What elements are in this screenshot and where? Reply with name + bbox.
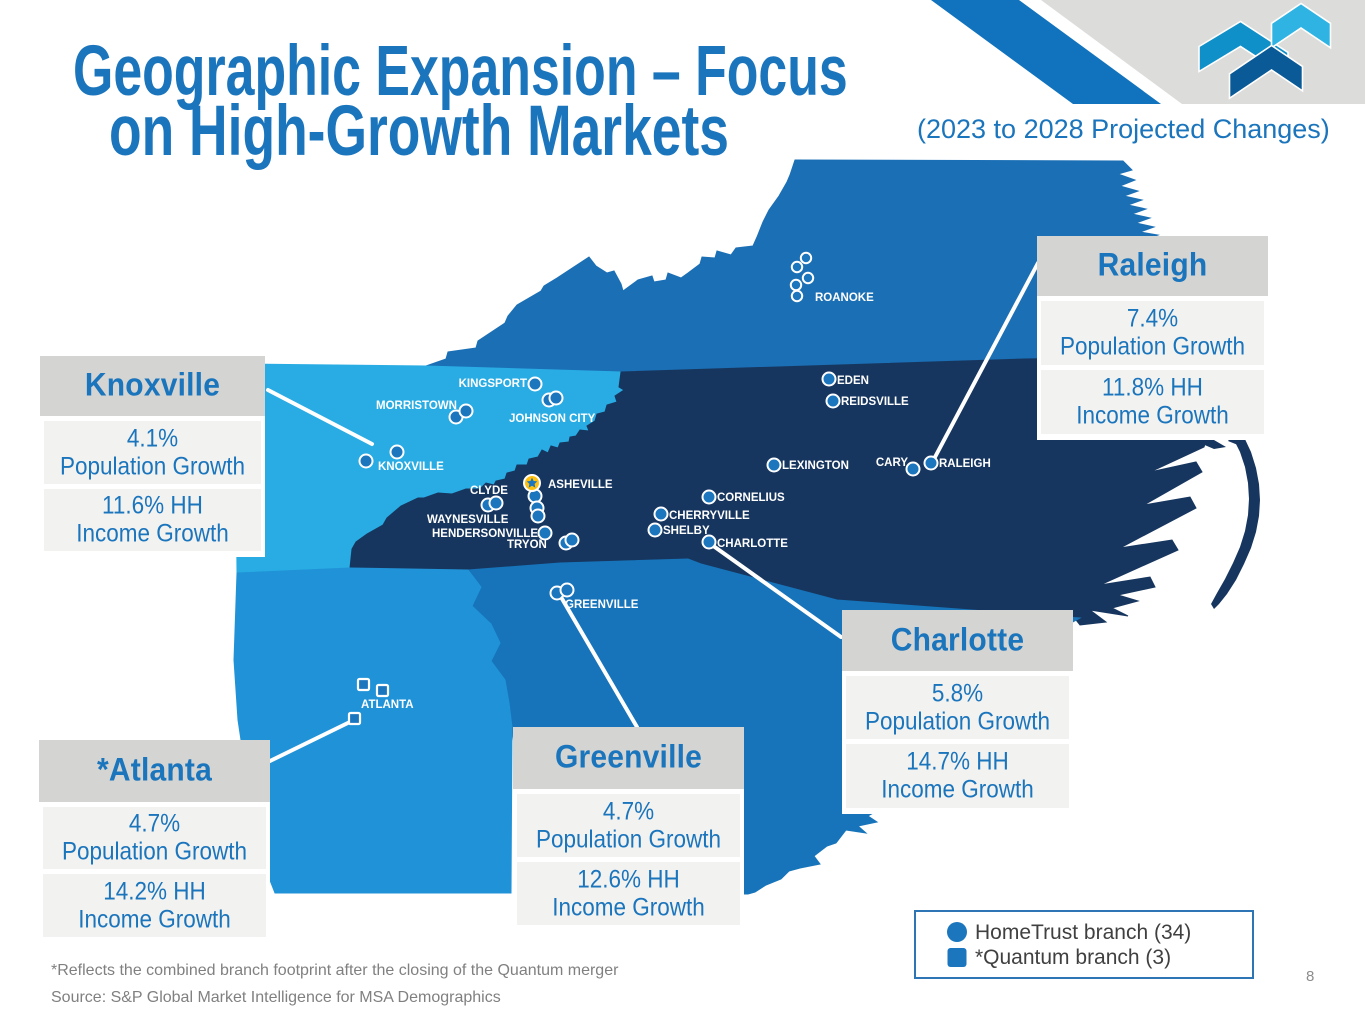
svg-text:CHARLOTTE: CHARLOTTE <box>717 538 788 550</box>
svg-text:RALEIGH: RALEIGH <box>939 458 991 470</box>
svg-text:CARY: CARY <box>876 457 908 469</box>
svg-text:CLYDE: CLYDE <box>470 485 508 497</box>
svg-text:EDEN: EDEN <box>837 375 869 387</box>
svg-text:CHERRYVILLE: CHERRYVILLE <box>669 510 750 522</box>
svg-text:TRYON: TRYON <box>507 539 547 551</box>
svg-text:JOHNSON CITY: JOHNSON CITY <box>509 413 596 425</box>
svg-text:CORNELIUS: CORNELIUS <box>717 492 785 504</box>
svg-text:LEXINGTON: LEXINGTON <box>782 460 849 472</box>
svg-text:SHELBY: SHELBY <box>663 525 710 537</box>
svg-text:GREENVILLE: GREENVILLE <box>565 599 639 611</box>
svg-text:REIDSVILLE: REIDSVILLE <box>841 396 909 408</box>
svg-text:ATLANTA: ATLANTA <box>361 699 414 711</box>
svg-text:WAYNESVILLE: WAYNESVILLE <box>427 514 509 526</box>
svg-text:KNOXVILLE: KNOXVILLE <box>378 461 444 473</box>
svg-text:MORRISTOWN: MORRISTOWN <box>376 400 457 412</box>
svg-text:HENDERSONVILLE: HENDERSONVILLE <box>432 528 538 540</box>
svg-text:ASHEVILLE: ASHEVILLE <box>548 479 613 491</box>
svg-text:ROANOKE: ROANOKE <box>815 292 874 304</box>
svg-text:KINGSPORT: KINGSPORT <box>459 378 527 390</box>
